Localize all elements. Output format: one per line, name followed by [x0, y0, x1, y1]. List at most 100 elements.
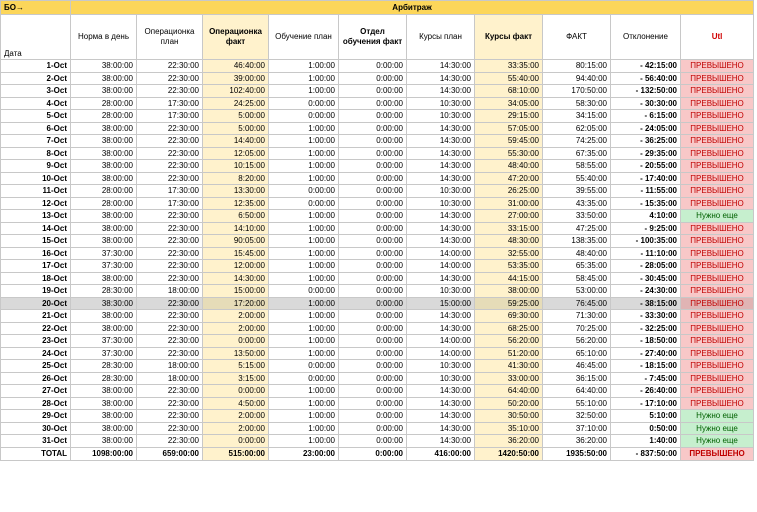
fact-cell[interactable]: 74:25:00 [542, 134, 611, 148]
ops-fact-cell[interactable]: 6:50:00 [202, 209, 269, 223]
utl-status-cell[interactable]: Нужно еще [679, 434, 755, 448]
date-cell[interactable]: 31-Oct [0, 434, 71, 448]
deviation-cell[interactable]: - 33:30:00 [610, 309, 681, 323]
date-cell[interactable]: 13-Oct [0, 209, 71, 223]
training-plan-cell[interactable]: 1:00:00 [268, 134, 339, 148]
norm-cell[interactable]: 38:30:00 [70, 296, 137, 310]
deviation-cell[interactable]: - 17:40:00 [610, 171, 681, 185]
deviation-cell[interactable]: - 29:35:00 [610, 146, 681, 160]
ops-fact-cell[interactable]: 2:00:00 [202, 321, 269, 335]
utl-status-cell[interactable]: ПРЕВЫШЕНО [679, 71, 755, 85]
ops-plan-cell[interactable]: 22:30:00 [136, 171, 203, 185]
deviation-cell[interactable]: 0:50:00 [610, 421, 681, 435]
training-fact-cell[interactable]: 0:00:00 [338, 271, 407, 285]
deviation-cell[interactable]: - 17:10:00 [610, 396, 681, 410]
norm-cell[interactable]: 28:00:00 [70, 196, 137, 210]
training-plan-cell[interactable]: 1:00:00 [268, 221, 339, 235]
deviation-cell[interactable]: - 100:35:00 [610, 234, 681, 248]
ops-plan-cell[interactable]: 22:30:00 [136, 134, 203, 148]
utl-status-cell[interactable]: ПРЕВЫШЕНО [679, 171, 755, 185]
ops-plan-cell[interactable]: 22:30:00 [136, 346, 203, 360]
ops-fact-cell[interactable]: 8:20:00 [202, 171, 269, 185]
date-cell[interactable]: 27-Oct [0, 384, 71, 398]
training-fact-cell[interactable]: 0:00:00 [338, 284, 407, 298]
training-plan-cell[interactable]: 1:00:00 [268, 384, 339, 398]
training-fact-cell[interactable]: 0:00:00 [338, 221, 407, 235]
utl-status-cell[interactable]: ПРЕВЫШЕНО [679, 371, 755, 385]
ops-fact-cell[interactable]: 14:30:00 [202, 271, 269, 285]
ops-plan-cell[interactable]: 17:30:00 [136, 184, 203, 198]
training-fact-cell[interactable]: 0:00:00 [338, 159, 407, 173]
courses-plan-cell[interactable]: 14:30:00 [406, 434, 475, 448]
utl-status-cell[interactable]: Нужно еще [679, 209, 755, 223]
training-fact-cell[interactable]: 0:00:00 [338, 121, 407, 135]
ops-fact-cell[interactable]: 102:40:00 [202, 84, 269, 98]
norm-cell[interactable]: 38:00:00 [70, 321, 137, 335]
training-fact-cell[interactable]: 0:00:00 [338, 71, 407, 85]
training-plan-cell[interactable]: 1:00:00 [268, 271, 339, 285]
column-header[interactable]: Операционка план [136, 14, 203, 60]
training-fact-cell[interactable]: 0:00:00 [338, 296, 407, 310]
training-fact-cell[interactable]: 0:00:00 [338, 59, 407, 73]
date-cell[interactable]: 23-Oct [0, 334, 71, 348]
norm-cell[interactable]: 38:00:00 [70, 71, 137, 85]
courses-plan-cell[interactable]: 14:30:00 [406, 84, 475, 98]
fact-cell[interactable]: 58:55:00 [542, 159, 611, 173]
courses-fact-cell[interactable]: 48:40:00 [474, 159, 543, 173]
training-fact-cell[interactable]: 0:00:00 [338, 371, 407, 385]
training-fact-cell[interactable]: 0:00:00 [338, 234, 407, 248]
training-plan-cell[interactable]: 1:00:00 [268, 234, 339, 248]
training-plan-cell[interactable]: 0:00:00 [268, 284, 339, 298]
utl-status-cell[interactable]: ПРЕВЫШЕНО [679, 184, 755, 198]
ops-plan-cell[interactable]: 22:30:00 [136, 71, 203, 85]
training-plan-cell[interactable]: 1:00:00 [268, 421, 339, 435]
norm-cell[interactable]: 28:00:00 [70, 109, 137, 123]
date-cell[interactable]: 26-Oct [0, 371, 71, 385]
courses-fact-cell[interactable]: 57:05:00 [474, 121, 543, 135]
ops-plan-cell[interactable]: 22:30:00 [136, 146, 203, 160]
ops-plan-cell[interactable]: 17:30:00 [136, 196, 203, 210]
ops-fact-cell[interactable]: 46:40:00 [202, 59, 269, 73]
fact-cell[interactable]: 48:40:00 [542, 246, 611, 260]
column-header[interactable]: Обучение план [268, 14, 339, 60]
training-fact-cell[interactable]: 0:00:00 [338, 84, 407, 98]
courses-fact-cell[interactable]: 64:40:00 [474, 384, 543, 398]
training-fact-cell[interactable]: 0:00:00 [338, 209, 407, 223]
ops-fact-cell[interactable]: 2:00:00 [202, 309, 269, 323]
training-fact-cell[interactable]: 0:00:00 [338, 396, 407, 410]
courses-fact-cell[interactable]: 68:10:00 [474, 84, 543, 98]
courses-plan-cell[interactable]: 14:30:00 [406, 159, 475, 173]
norm-cell[interactable]: 38:00:00 [70, 159, 137, 173]
courses-fact-cell[interactable]: 50:20:00 [474, 396, 543, 410]
training-plan-cell[interactable]: 1:00:00 [268, 121, 339, 135]
courses-plan-cell[interactable]: 14:30:00 [406, 59, 475, 73]
deviation-cell[interactable]: - 30:30:00 [610, 96, 681, 110]
courses-plan-cell[interactable]: 10:30:00 [406, 371, 475, 385]
courses-fact-cell[interactable]: 33:00:00 [474, 371, 543, 385]
courses-plan-cell[interactable]: 14:00:00 [406, 334, 475, 348]
ops-fact-cell[interactable]: 90:05:00 [202, 234, 269, 248]
training-plan-cell[interactable]: 0:00:00 [268, 371, 339, 385]
ops-plan-cell[interactable]: 18:00:00 [136, 371, 203, 385]
ops-plan-cell[interactable]: 22:30:00 [136, 384, 203, 398]
deviation-cell[interactable]: 4:10:00 [610, 209, 681, 223]
training-plan-cell[interactable]: 1:00:00 [268, 246, 339, 260]
training-plan-cell[interactable]: 1:00:00 [268, 209, 339, 223]
date-cell[interactable]: 6-Oct [0, 121, 71, 135]
courses-fact-cell[interactable]: 41:30:00 [474, 359, 543, 373]
deviation-cell[interactable]: 1:40:00 [610, 434, 681, 448]
utl-status-cell[interactable]: Нужно еще [679, 409, 755, 423]
ops-plan-cell[interactable]: 22:30:00 [136, 121, 203, 135]
norm-cell[interactable]: 38:00:00 [70, 84, 137, 98]
utl-status-cell[interactable]: ПРЕВЫШЕНО [679, 121, 755, 135]
courses-plan-cell[interactable]: 14:30:00 [406, 221, 475, 235]
utl-status-cell[interactable]: ПРЕВЫШЕНО [679, 234, 755, 248]
utl-status-cell[interactable]: ПРЕВЫШЕНО [679, 159, 755, 173]
courses-plan-cell[interactable]: 14:30:00 [406, 121, 475, 135]
date-cell[interactable]: 16-Oct [0, 246, 71, 260]
utl-status-cell[interactable]: ПРЕВЫШЕНО [679, 359, 755, 373]
norm-cell[interactable]: 28:30:00 [70, 371, 137, 385]
training-fact-cell[interactable]: 0:00:00 [338, 259, 407, 273]
fact-cell[interactable]: 46:45:00 [542, 359, 611, 373]
ops-plan-cell[interactable]: 22:30:00 [136, 421, 203, 435]
